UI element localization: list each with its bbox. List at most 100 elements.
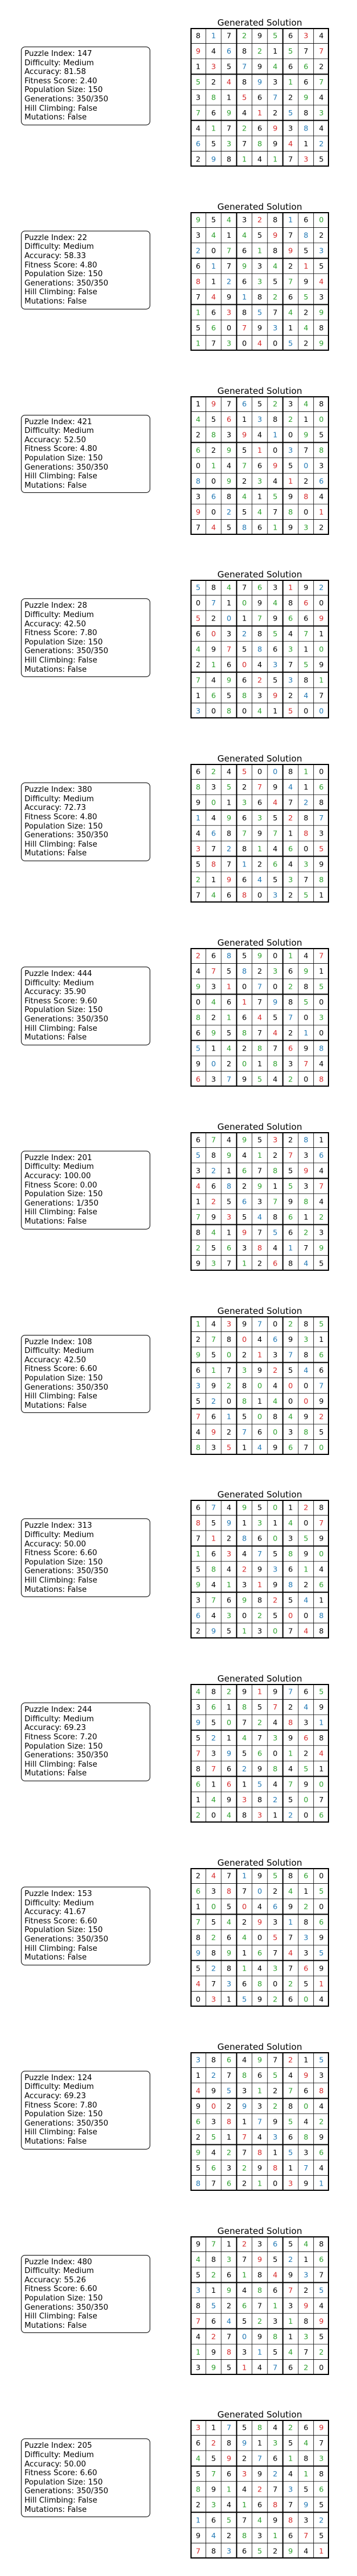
info-line: Population Size: 150 [24,637,103,647]
grid-cell-value: 2 [242,1918,247,1926]
grid-cell-value: 8 [257,139,262,148]
grid-cell-value: 0 [242,1059,247,1068]
info-line: Difficulty: Medium [24,2267,94,2276]
info-line: Fitness Score: 7.20 [24,1732,97,1742]
grid-cell-value: 3 [242,216,247,224]
grid-cell-value: 4 [319,1994,324,2003]
grid-cell-value: 1 [211,2286,216,2295]
grid-cell-value: 0 [319,415,324,424]
grid-cell-value: 0 [303,844,308,853]
grid-cell-value: 0 [303,1611,308,1620]
info-line: Generations: 350/350 [24,1014,108,1024]
grid-cell-value: 5 [319,1887,324,1895]
info-line: Population Size: 150 [24,270,103,279]
grid-cell-value: 8 [211,2056,216,2064]
grid-cell-value: 7 [257,1228,262,1236]
info-line: Puzzle Index: 313 [24,1521,93,1531]
grid-cell-value: 7 [196,1534,200,1543]
grid-cell-value: 8 [303,982,308,991]
info-line: Puzzle Index: 380 [24,785,93,795]
grid-cell-value: 1 [303,1565,308,1574]
grid-cell-value: 8 [319,1074,324,1083]
grid-cell-value: 8 [196,477,200,485]
grid-cell-value: 4 [242,1933,247,1942]
grid-cell-value: 1 [196,339,200,347]
grid-cell-value: 8 [242,2071,247,2080]
info-line: Difficulty: Medium [24,242,94,252]
grid-cell-value: 7 [288,1780,293,1789]
grid-cell-value: 1 [211,2423,216,2432]
info-line: Fitness Score: 4.80 [24,812,97,822]
grid-cell-value: 6 [303,216,308,224]
grid-cell-value: 0 [303,1795,308,1804]
grid-cell-value: 0 [227,1397,231,1405]
info-line: Accuracy: 52.50 [24,435,86,445]
grid-cell-value: 6 [242,1197,247,1206]
grid-cell-value: 4 [303,1703,308,1711]
grid-cell-value: 2 [319,139,324,148]
grid-cell-value: 1 [242,1872,247,1880]
grid-cell-value: 1 [196,2071,200,2080]
grid-cell-value: 6 [257,124,262,132]
grid-cell-value: 0 [257,767,262,776]
grid-cell-value: 3 [227,2255,231,2264]
grid-cell-value: 8 [257,2286,262,2295]
sudoku-grid: 1 9 7 6 5 2 3 4 8 4 5 6 1 3 8 2 1 0 2 8 3 9 4 1 0 9 5 6 2 9 5 1 0 3 7 8 0 1 4 7… [190,396,329,535]
grid-cell-value: 0 [242,982,247,991]
grid-cell-value: 1 [273,707,277,716]
grid-cell-value: 9 [227,1519,231,1528]
grid-cell-value: 7 [242,1427,247,1436]
grid-cell-value: 8 [273,216,277,224]
grid-cell-value: 3 [257,813,262,822]
grid-cell-value: 0 [303,1074,308,1083]
grid-cell-value: 3 [227,2163,231,2172]
grid-cell-value: 4 [196,829,200,838]
grid-cell-value: 6 [242,399,247,408]
grid-cell-value: 5 [211,1350,216,1359]
grid-cell-value: 0 [303,1994,308,2003]
sudoku-grid: 6 7 4 9 5 3 2 8 1 5 8 9 4 1 2 7 3 6 3 2 1 6 7 8 5 9 4 4 6 8 2 9 1 5 3 7 1 2 5 6… [190,1132,329,1271]
grid-cell-value: 6 [303,1733,308,1742]
grid-cell-value: 0 [319,1872,324,1880]
info-line: Fitness Score: 7.80 [24,629,97,638]
grid-cell-value: 8 [273,1213,277,1221]
grid-cell-value: 0 [319,2363,324,2371]
grid-cell-value: 4 [273,844,277,853]
grid-cell-value: 2 [196,1872,200,1880]
grid-cell-value: 1 [242,860,247,869]
grid-cell-value: 1 [242,1780,247,1789]
grid-cell-value: 8 [273,1412,277,1421]
info-line: Generations: 350/350 [24,647,108,656]
grid-cell-value: 8 [227,1335,231,1344]
info-box: Puzzle Index: 421 Difficulty: Medium Accur… [21,414,150,494]
grid-cell-value: 9 [227,1948,231,1957]
grid-cell-value: 4 [211,1795,216,1804]
grid-cell-value: 2 [196,430,200,439]
grid-cell-value: 5 [242,93,247,102]
grid-cell-value: 2 [227,2102,231,2110]
grid-cell-value: 7 [242,583,247,592]
grid-cell-value: 0 [319,599,324,608]
grid-cell-value: 3 [242,2469,247,2478]
grid-cell-value: 4 [257,2516,262,2525]
grid-cell-value: 4 [196,1687,200,1696]
grid-cell-value: 4 [257,154,262,163]
grid-cell-value: 5 [288,1182,293,1190]
grid-cell-value: 3 [196,231,200,239]
grid-cell-value: 5 [257,2547,262,2556]
grid-cell-value: 0 [211,2102,216,2110]
grid-cell-value: 2 [242,1182,247,1190]
grid-cell-value: 6 [211,2163,216,2172]
grid-cell-value: 9 [319,1933,324,1942]
grid-cell-value: 6 [211,323,216,332]
grid-cell-value: 9 [303,93,308,102]
grid-cell-value: 2 [319,2347,324,2356]
grid-cell-value: 1 [227,1994,231,2003]
grid-cell-value: 0 [303,1810,308,1819]
grid-cell-value: 0 [257,1381,262,1390]
grid-cell-value: 3 [196,1703,200,1711]
grid-cell-value: 3 [288,399,293,408]
grid-cell-value: 6 [196,1780,200,1789]
grid-cell-value: 9 [227,1749,231,1758]
grid-cell-value: 6 [319,2485,324,2494]
